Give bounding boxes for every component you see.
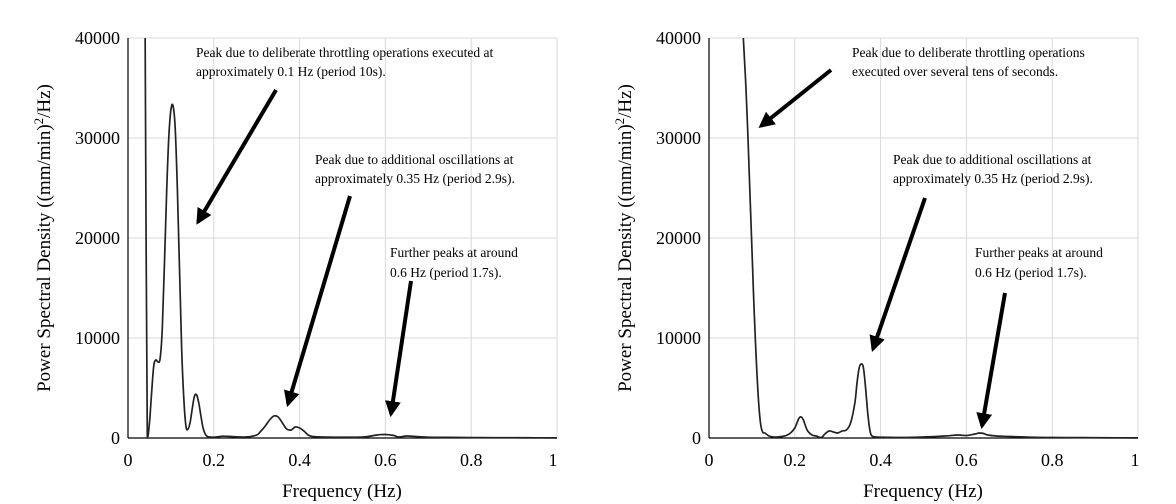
annotation-text: Further peaks at around — [975, 245, 1103, 260]
annotation-further-peaks: Further peaks at around 0.6 Hz (period 1… — [975, 245, 1103, 430]
annotation-text: approximately 0.35 Hz (period 2.9s). — [893, 171, 1093, 186]
x-tick-label: 0.4 — [869, 450, 892, 470]
psd-curve — [144, 37, 558, 439]
annotation-text: Further peaks at around — [390, 245, 518, 260]
x-tick-label: 0.2 — [784, 450, 807, 470]
annotation-text: 0.6 Hz (period 1.7s). — [975, 265, 1087, 280]
y-tick-labels: 0 10000 20000 30000 40000 — [656, 28, 701, 448]
x-tick-label: 0.8 — [1041, 450, 1064, 470]
annotation-arrow — [758, 68, 833, 128]
annotation-text: approximately 0.1 Hz (period 10s). — [196, 64, 386, 79]
gridlines — [709, 37, 1139, 438]
x-tick-labels: 0 0.2 0.4 0.6 0.8 1 — [705, 450, 1140, 470]
x-tick-label: 0.6 — [374, 450, 397, 470]
x-tick-label: 0.2 — [203, 450, 226, 470]
psd-curve — [742, 37, 1139, 439]
gridlines — [128, 37, 558, 438]
x-tick-label: 1 — [1131, 450, 1140, 470]
y-tick-label: 40000 — [656, 28, 701, 48]
y-tick-label: 30000 — [75, 128, 120, 148]
chart-left: 0 10000 20000 30000 40000 0 0.2 0.4 0.6 … — [31, 28, 558, 502]
annotation-text: Peak due to deliberate throttling operat… — [852, 45, 1085, 60]
y-tick-label: 0 — [692, 428, 701, 448]
y-axis-label: Power Spectral Density ((mm/min)2/Hz) — [612, 84, 636, 392]
y-tick-labels: 0 10000 20000 30000 40000 — [75, 28, 120, 448]
annotation-oscillations: Peak due to additional oscillations at a… — [869, 152, 1093, 353]
x-tick-label: 1 — [549, 450, 558, 470]
x-axis-label: Frequency (Hz) — [282, 481, 402, 502]
annotation-arrow — [976, 292, 1007, 430]
annotation-throttling: Peak due to deliberate throttling operat… — [196, 45, 494, 225]
x-tick-label: 0 — [705, 450, 714, 470]
annotation-arrow — [384, 280, 413, 418]
x-tick-labels: 0 0.2 0.4 0.6 0.8 1 — [124, 450, 558, 470]
x-axis-label: Frequency (Hz) — [863, 481, 983, 502]
annotation-further-peaks: Further peaks at around 0.6 Hz (period 1… — [384, 245, 518, 418]
annotation-text: Peak due to additional oscillations at — [893, 152, 1092, 167]
annotation-arrow — [869, 197, 927, 353]
x-tick-label: 0.8 — [460, 450, 483, 470]
annotation-text: Peak due to deliberate throttling operat… — [196, 45, 494, 60]
y-tick-label: 20000 — [656, 228, 701, 248]
annotation-text: 0.6 Hz (period 1.7s). — [390, 265, 502, 280]
annotation-arrow — [283, 195, 352, 408]
y-tick-label: 20000 — [75, 228, 120, 248]
y-tick-label: 0 — [111, 428, 120, 448]
annotation-oscillations: Peak due to additional oscillations at a… — [283, 152, 515, 408]
y-tick-label: 30000 — [656, 128, 701, 148]
annotation-text: executed over several tens of seconds. — [852, 64, 1058, 79]
chart-right: 0 10000 20000 30000 40000 0 0.2 0.4 0.6 … — [612, 28, 1140, 502]
y-tick-label: 10000 — [75, 328, 120, 348]
annotation-throttling: Peak due to deliberate throttling operat… — [758, 45, 1085, 128]
y-tick-label: 10000 — [656, 328, 701, 348]
x-tick-label: 0.4 — [288, 450, 311, 470]
y-axis-label: Power Spectral Density ((mm/min)2/Hz) — [31, 84, 55, 392]
annotation-text: approximately 0.35 Hz (period 2.9s). — [315, 171, 515, 186]
x-tick-label: 0.6 — [955, 450, 978, 470]
x-tick-label: 0 — [124, 450, 133, 470]
annotation-arrow — [196, 88, 278, 225]
annotation-text: Peak due to additional oscillations at — [315, 152, 514, 167]
y-tick-label: 40000 — [75, 28, 120, 48]
